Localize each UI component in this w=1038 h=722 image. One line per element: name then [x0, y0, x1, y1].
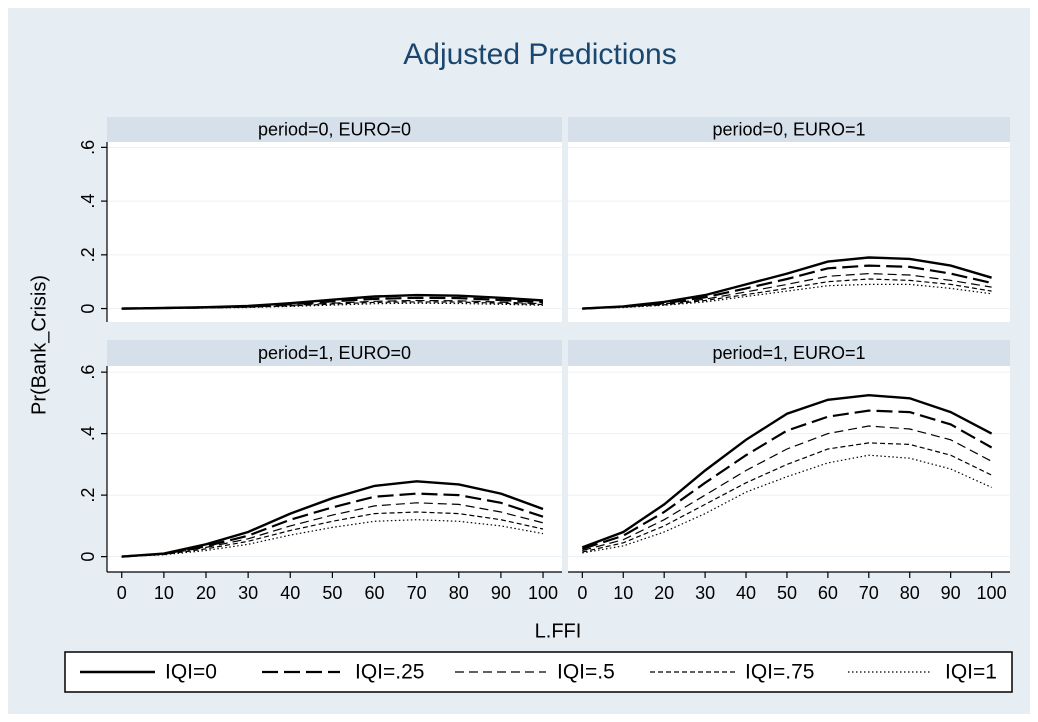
y-tick-label: .4 — [78, 194, 98, 209]
plot-area — [568, 142, 1010, 322]
series-line — [582, 283, 992, 310]
x-tick-label: 10 — [613, 583, 633, 603]
x-tick-label: 100 — [977, 583, 1007, 603]
series-line — [581, 393, 993, 549]
series-line — [121, 299, 544, 310]
series-line — [121, 480, 544, 558]
x-tick-label: 80 — [449, 583, 469, 603]
series-line — [581, 409, 993, 550]
legend-label: IQI=.5 — [557, 661, 615, 684]
x-axis-title: L.FFI — [535, 620, 582, 642]
panel-header — [568, 117, 1010, 142]
y-tick-label: 0 — [78, 552, 98, 562]
y-tick-label: .6 — [78, 365, 98, 380]
x-tick-label: 10 — [154, 583, 174, 603]
x-tick-label: 20 — [654, 583, 674, 603]
panel-header — [107, 340, 562, 366]
plot-area — [568, 366, 1010, 572]
y-tick-label: .4 — [78, 426, 98, 441]
series-line — [121, 502, 544, 558]
x-tick-label: 90 — [491, 583, 511, 603]
series-line — [582, 264, 992, 310]
y-tick-label: 0 — [78, 304, 98, 314]
x-tick-label: 50 — [322, 583, 342, 603]
panel-header — [568, 340, 1010, 366]
series-line — [121, 301, 544, 310]
y-tick-label: .2 — [78, 247, 98, 262]
y-axis-title: Pr(Bank_Crisis) — [28, 275, 50, 415]
x-tick-label: 100 — [528, 583, 558, 603]
x-tick-label: 30 — [695, 583, 715, 603]
series-line — [121, 492, 544, 558]
legend-label: IQI=0 — [165, 661, 217, 684]
x-tick-label: 50 — [777, 583, 797, 603]
chart-title: Adjusted Predictions — [403, 38, 677, 71]
series-line — [121, 519, 544, 558]
plot-area — [107, 366, 562, 572]
legend-label: IQI=.25 — [355, 661, 424, 684]
legend-label: IQI=.75 — [745, 661, 814, 684]
y-tick-label: .2 — [78, 488, 98, 503]
x-tick-label: 40 — [280, 583, 300, 603]
panel-title: period=1, EURO=0 — [258, 343, 411, 363]
x-tick-label: 30 — [238, 583, 258, 603]
x-tick-label: 0 — [117, 583, 127, 603]
panel-title: period=1, EURO=1 — [712, 343, 865, 363]
x-tick-label: 60 — [818, 583, 838, 603]
legend-label: IQI=1 — [945, 661, 997, 684]
x-tick-label: 70 — [407, 583, 427, 603]
panel-header — [107, 117, 562, 142]
panel-title: period=0, EURO=1 — [712, 119, 865, 139]
y-tick-label: .6 — [78, 140, 98, 155]
series-line — [582, 272, 992, 310]
x-tick-label: 60 — [365, 583, 385, 603]
legend-box — [64, 651, 1013, 693]
series-line — [121, 511, 544, 558]
x-tick-label: 40 — [736, 583, 756, 603]
x-tick-label: 20 — [196, 583, 216, 603]
x-tick-label: 70 — [859, 583, 879, 603]
series-line — [582, 442, 992, 553]
panel-title: period=0, EURO=0 — [258, 119, 411, 139]
x-tick-label: 0 — [577, 583, 587, 603]
plot-area — [107, 142, 562, 322]
x-tick-label: 80 — [900, 583, 920, 603]
series-line — [582, 425, 992, 552]
x-tick-label: 90 — [941, 583, 961, 603]
